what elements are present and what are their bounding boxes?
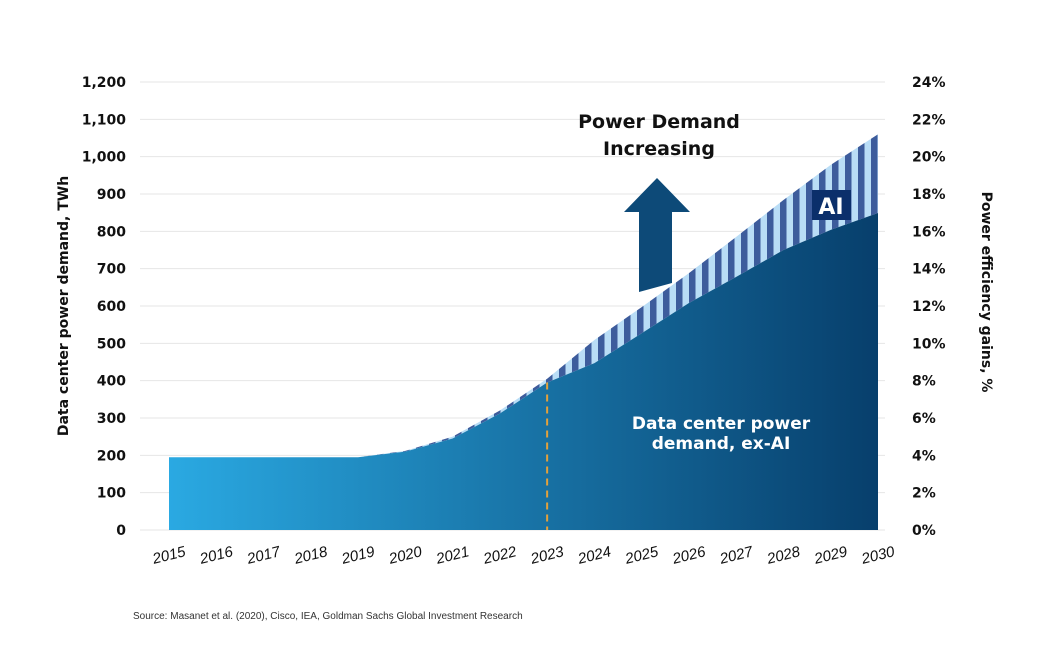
y2-tick-label: 2%	[912, 486, 936, 502]
ai-label: AI	[818, 195, 843, 220]
up-arrow-icon	[624, 178, 690, 292]
y-axis-label: Data center power demand, TWh	[56, 176, 72, 436]
y-tick-label: 0	[116, 523, 126, 539]
x-tick-label: 2021	[434, 543, 471, 568]
y-tick-label: 600	[97, 299, 126, 315]
exai-label-line1: Data center power	[632, 414, 811, 434]
x-tick-label: 2019	[339, 543, 377, 568]
y2-tick-label: 0%	[912, 523, 936, 539]
y2-tick-label: 20%	[912, 150, 946, 166]
y2-tick-label: 18%	[912, 187, 946, 203]
y2-tick-label: 10%	[912, 336, 946, 352]
y2-tick-label: 12%	[912, 299, 946, 315]
ai-label-box	[812, 190, 851, 220]
x-tick-label: 2025	[623, 543, 661, 568]
y-tick-label: 900	[97, 187, 126, 203]
y-tick-label: 800	[97, 224, 126, 240]
y2-tick-label: 8%	[912, 374, 936, 390]
x-tick-label: 2020	[386, 543, 424, 568]
x-tick-label: 2026	[670, 543, 708, 568]
arrow-annotation-line2: Increasing	[603, 138, 715, 160]
y2-tick-label: 24%	[912, 75, 946, 91]
y-tick-label: 1,100	[82, 112, 127, 128]
x-tick-label: 2027	[717, 543, 755, 568]
exai-label-line2: demand, ex-AI	[652, 434, 791, 454]
x-tick-label: 2017	[244, 543, 282, 568]
y-tick-label: 700	[97, 262, 126, 278]
x-tick-label: 2016	[197, 543, 235, 568]
y-tick-label: 1,000	[82, 150, 127, 166]
y-tick-label: 100	[97, 486, 126, 502]
y-tick-label: 200	[97, 448, 126, 464]
y2-tick-label: 16%	[912, 224, 946, 240]
y2-tick-label: 4%	[912, 448, 936, 464]
x-tick-label: 2018	[292, 543, 330, 568]
y2-tick-label: 6%	[912, 411, 936, 427]
x-tick-label: 2024	[575, 543, 612, 568]
arrow-annotation-line1: Power Demand	[578, 111, 740, 133]
source-note: Source: Masanet et al. (2020), Cisco, IE…	[133, 611, 523, 622]
x-tick-label: 2028	[764, 543, 802, 568]
y2-axis-label: Power efficiency gains, %	[978, 192, 994, 393]
y-tick-label: 300	[97, 411, 126, 427]
area-exai	[169, 213, 878, 531]
x-tick-label: 2022	[481, 543, 519, 568]
x-tick-label: 2030	[859, 543, 897, 568]
y-tick-label: 500	[97, 336, 126, 352]
x-tick-label: 2029	[812, 543, 850, 568]
y2-tick-label: 22%	[912, 112, 946, 128]
x-tick-label: 2015	[150, 543, 188, 568]
y-tick-label: 1,200	[82, 75, 127, 91]
x-tick-label: 2023	[528, 543, 566, 568]
y-tick-label: 400	[97, 374, 126, 390]
y2-tick-label: 14%	[912, 262, 946, 278]
